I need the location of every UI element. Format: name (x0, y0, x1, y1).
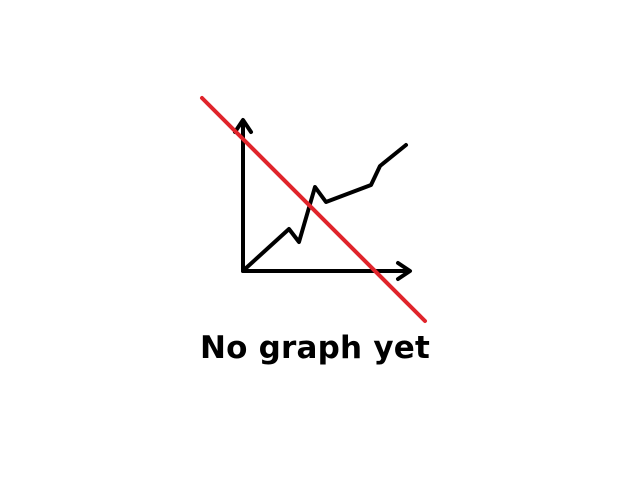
strike-line-icon (200, 96, 427, 323)
empty-state-message: No graph yet (200, 330, 430, 366)
trend-line-icon (243, 143, 408, 271)
y-axis-arrowhead-icon (233, 118, 253, 134)
x-axis-arrowhead-icon (396, 261, 412, 281)
